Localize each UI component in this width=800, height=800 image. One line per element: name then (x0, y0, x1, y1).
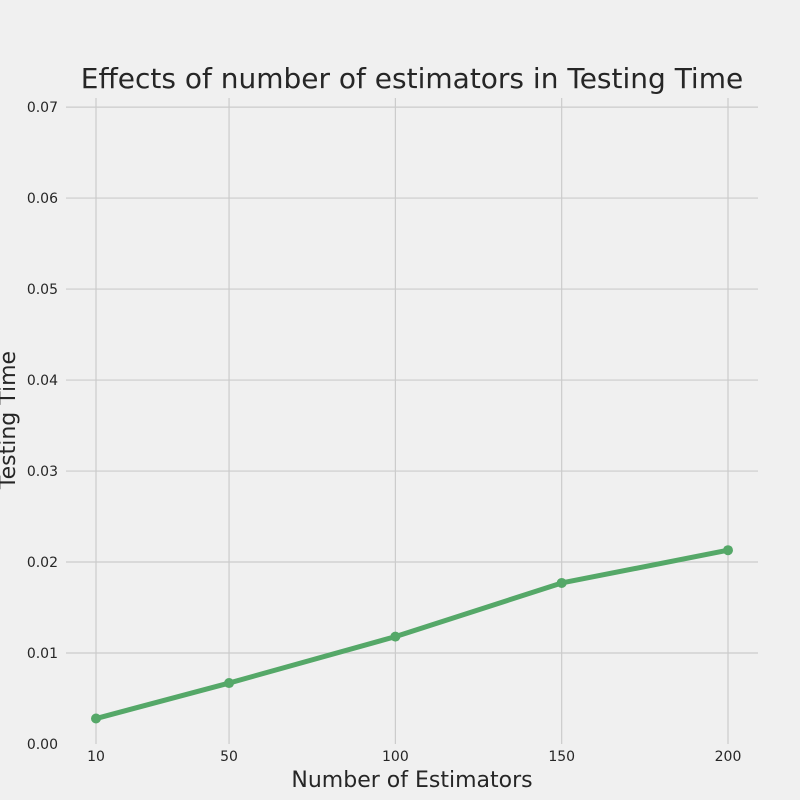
y-tick-label: 0.05 (27, 282, 58, 298)
data-point (390, 631, 401, 642)
series-line (93, 547, 731, 722)
y-tick-label: 0.02 (27, 555, 58, 571)
chart-title: Effects of number of estimators in Testi… (81, 62, 743, 95)
data-point (91, 713, 101, 724)
x-tick-label: 150 (548, 749, 575, 765)
x-tick-label: 10 (87, 749, 105, 765)
y-tick-label: 0.07 (27, 100, 58, 116)
tick-labels: 0.00 0.01 0.02 0.03 0.04 0.05 0.06 0.07 10 50 100 1… (27, 100, 742, 765)
y-axis-label: Testing Time (0, 351, 21, 490)
x-axis-label: Number of Estimators (291, 768, 532, 793)
x-tick-label: 200 (715, 749, 742, 765)
y-tick-label: 0.01 (27, 646, 58, 662)
data-point (224, 678, 235, 689)
y-tick-label: 0.00 (27, 737, 58, 753)
y-tick-label: 0.03 (27, 464, 58, 480)
grid (66, 98, 758, 744)
x-tick-label: 100 (382, 749, 409, 765)
y-tick-label: 0.04 (27, 373, 58, 389)
x-tick-label: 50 (220, 749, 238, 765)
series-layer (91, 545, 733, 724)
data-point (723, 545, 733, 556)
y-tick-label: 0.06 (27, 191, 58, 207)
data-point (556, 577, 567, 588)
